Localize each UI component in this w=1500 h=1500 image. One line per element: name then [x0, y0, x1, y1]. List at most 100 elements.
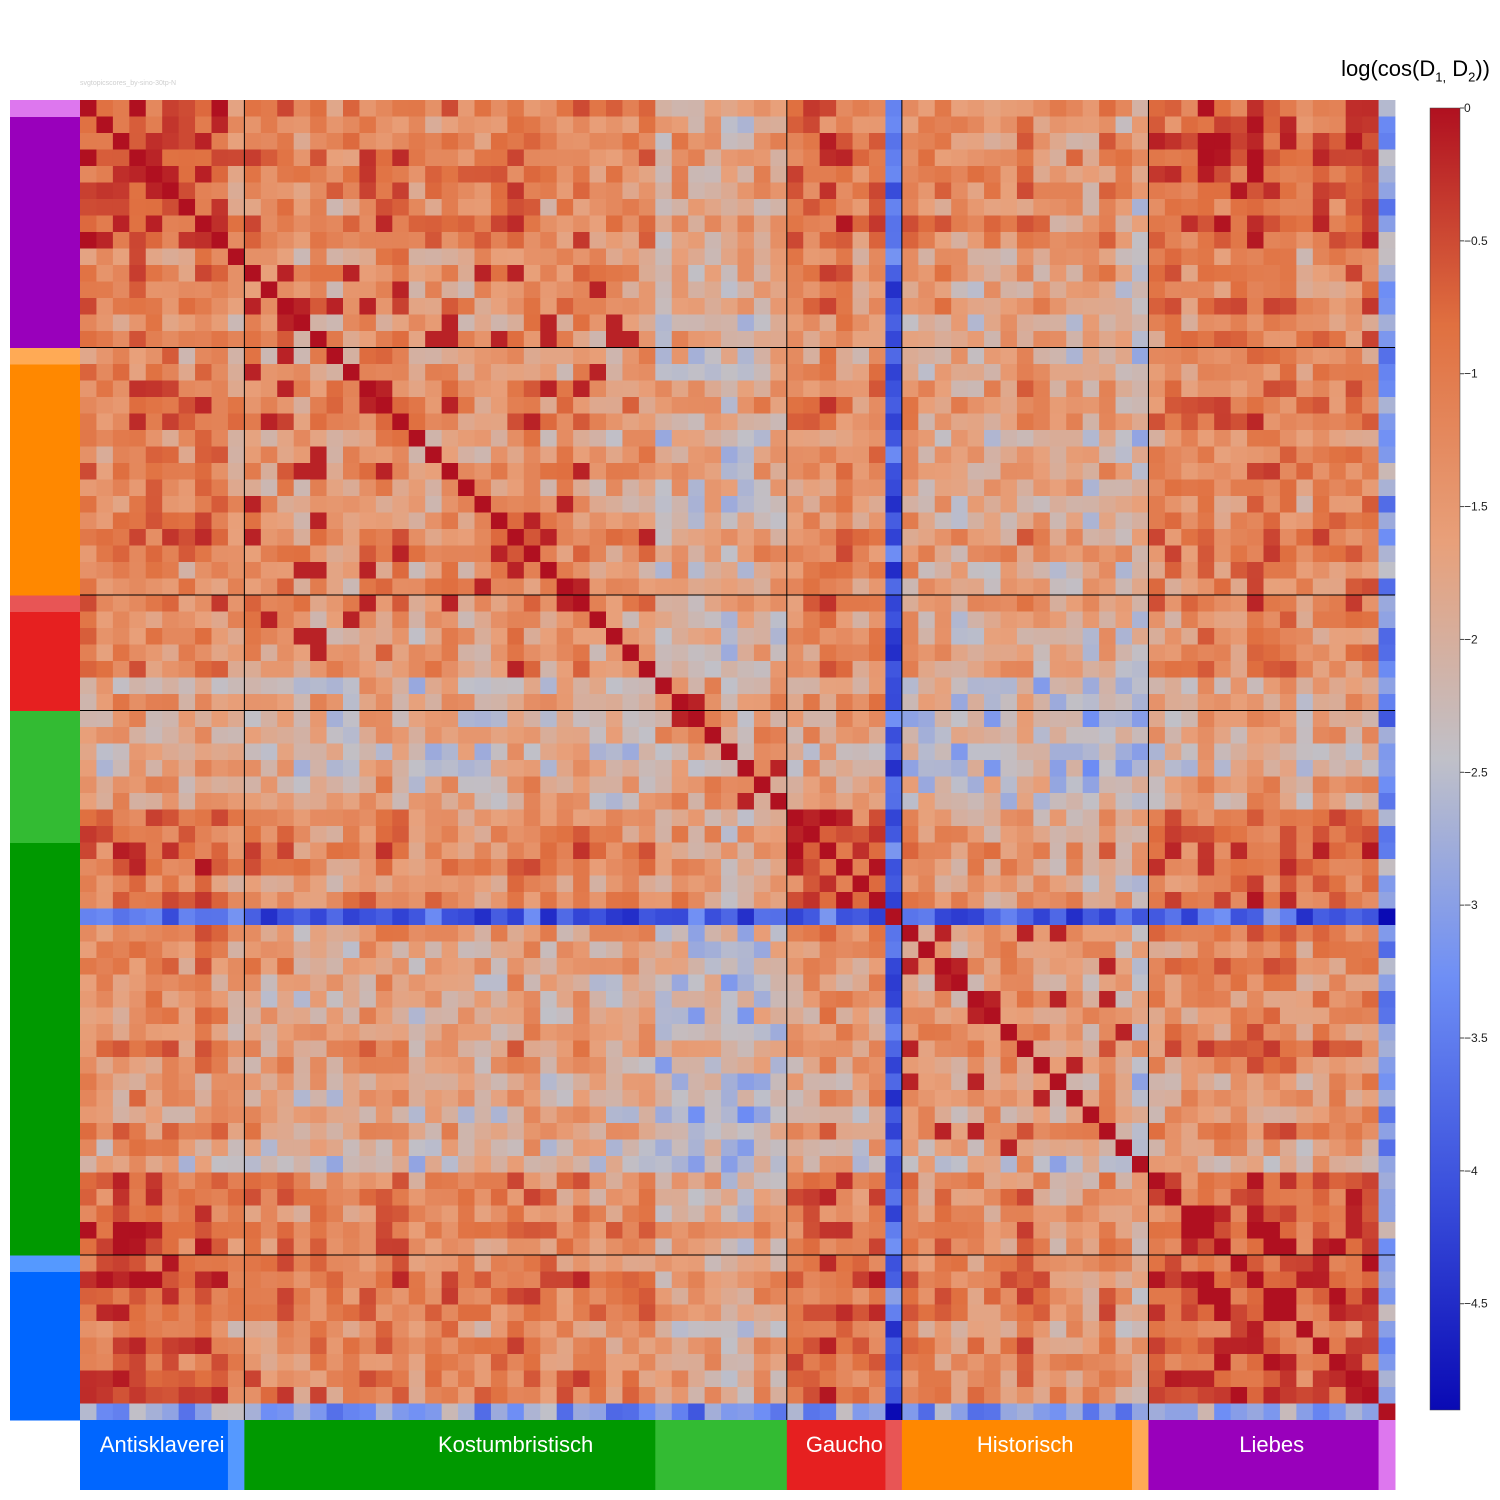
heatmap-cell — [96, 298, 114, 315]
heatmap-cell — [1000, 809, 1018, 827]
heatmap-cell — [425, 776, 443, 794]
heatmap-cell — [112, 727, 130, 744]
heatmap-cell — [819, 149, 837, 167]
heatmap-cell — [441, 1106, 459, 1124]
heatmap-cell — [967, 628, 985, 645]
heatmap-cell — [803, 100, 821, 117]
heatmap-cell — [770, 892, 788, 909]
heatmap-cell — [869, 925, 886, 942]
heatmap-cell — [655, 991, 673, 1008]
heatmap-cell — [1033, 760, 1051, 777]
heatmap-cell — [507, 628, 525, 645]
heatmap-cell — [852, 1040, 870, 1058]
heatmap-cell — [359, 463, 377, 480]
heatmap-cell — [770, 512, 788, 530]
heatmap-cell — [474, 727, 492, 744]
heatmap-cell — [129, 562, 147, 579]
heatmap-cell — [786, 661, 804, 678]
heatmap-cell — [671, 512, 689, 530]
heatmap-cell — [951, 446, 969, 464]
heatmap-cell — [277, 941, 295, 959]
heatmap-cell — [293, 644, 311, 662]
heatmap-cell — [211, 430, 229, 447]
heatmap-cell — [984, 463, 1001, 480]
heatmap-cell — [523, 677, 541, 695]
heatmap-cell — [721, 265, 738, 282]
heatmap-cell — [244, 925, 262, 942]
heatmap-cell — [573, 116, 590, 134]
heatmap-cell — [474, 842, 492, 860]
heatmap-cell — [885, 710, 903, 728]
heatmap-cell — [458, 215, 475, 233]
heatmap-cell — [984, 842, 1001, 860]
heatmap-cell — [622, 826, 640, 843]
heatmap-cell — [934, 331, 952, 348]
heatmap-cell — [786, 974, 804, 992]
heatmap-cell — [1082, 743, 1100, 761]
heatmap-cell — [211, 116, 229, 134]
heatmap-cell — [310, 1007, 327, 1025]
heatmap-cell — [293, 1024, 311, 1041]
heatmap-cell — [869, 727, 886, 744]
heatmap-cell — [244, 446, 262, 464]
heatmap-cell — [523, 892, 541, 909]
heatmap-cell — [343, 628, 360, 645]
heatmap-cell — [425, 166, 443, 183]
heatmap-cell — [803, 958, 821, 975]
heatmap-cell — [162, 611, 180, 629]
heatmap-cell — [1230, 1073, 1248, 1091]
heatmap-cell — [606, 298, 623, 315]
heatmap-cell — [786, 925, 804, 942]
heatmap-cell — [129, 215, 147, 233]
heatmap-cell — [425, 100, 443, 117]
heatmap-cell — [458, 364, 475, 381]
heatmap-cell — [869, 529, 886, 546]
heatmap-cell — [211, 298, 229, 315]
heatmap-cell — [901, 100, 919, 117]
heatmap-cell — [112, 265, 130, 282]
heatmap-cell — [1000, 760, 1018, 777]
heatmap-cell — [1132, 1024, 1149, 1041]
heatmap-cell — [523, 545, 541, 563]
heatmap-cell — [688, 958, 706, 975]
heatmap-cell — [162, 364, 180, 381]
heatmap-cell — [458, 809, 475, 827]
heatmap-cell — [1066, 133, 1084, 150]
heatmap-cell — [1345, 776, 1363, 794]
heatmap-cell — [195, 1123, 212, 1140]
heatmap-cell — [655, 958, 673, 975]
heatmap-cell — [80, 100, 97, 117]
heatmap-cell — [392, 1040, 410, 1058]
heatmap-cell — [770, 991, 788, 1008]
heatmap-cell — [1214, 562, 1232, 579]
heatmap-cell — [1329, 413, 1347, 431]
heatmap-cell — [1345, 628, 1363, 645]
heatmap-cell — [638, 743, 656, 761]
heatmap-cell — [688, 545, 706, 563]
heatmap-cell — [523, 578, 541, 596]
heatmap-cell — [606, 1057, 623, 1074]
heatmap-cell — [359, 892, 377, 909]
heatmap-cell — [655, 347, 673, 365]
heatmap-cell — [260, 958, 278, 975]
heatmap-cell — [1214, 661, 1232, 678]
heatmap-cell — [934, 1007, 952, 1025]
heatmap-cell — [934, 463, 952, 480]
heatmap-cell — [606, 892, 623, 909]
heatmap-cell — [227, 364, 245, 381]
heatmap-cell — [1247, 661, 1264, 678]
heatmap-cell — [688, 908, 706, 926]
heatmap-cell — [408, 1057, 426, 1074]
heatmap-cell — [260, 908, 278, 926]
heatmap-cell — [1164, 298, 1182, 315]
heatmap-cell — [885, 776, 903, 794]
heatmap-cell — [1033, 1007, 1051, 1025]
heatmap-cell — [753, 166, 771, 183]
heatmap-cell — [1230, 991, 1248, 1008]
heatmap-cell — [1164, 776, 1182, 794]
heatmap-cell — [425, 512, 443, 530]
heatmap-cell — [638, 512, 656, 530]
heatmap-cell — [375, 958, 393, 975]
heatmap-cell — [375, 875, 393, 893]
heatmap-cell — [523, 1057, 541, 1074]
